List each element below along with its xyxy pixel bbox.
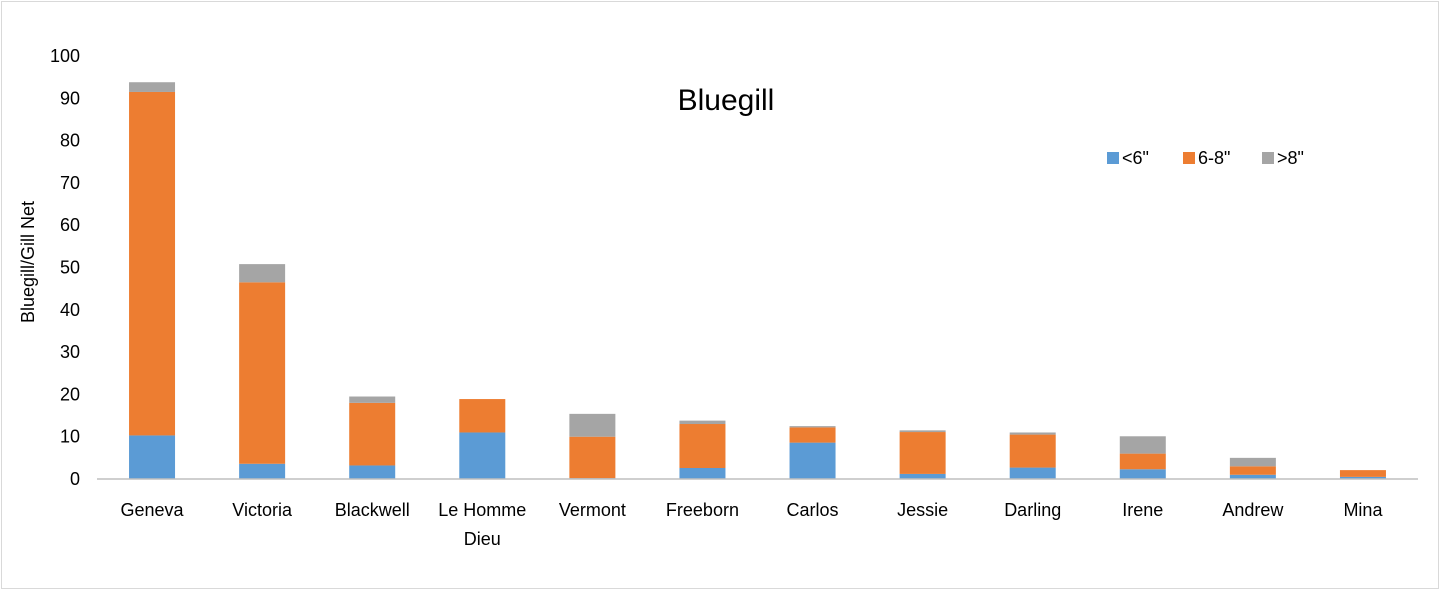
x-tick-label: Jessie <box>897 500 948 520</box>
y-tick-label: 40 <box>60 300 80 320</box>
bar-segment <box>1229 466 1276 475</box>
x-tick-label: Irene <box>1122 500 1163 520</box>
bar-segment <box>899 430 946 433</box>
bar-segment <box>569 413 616 437</box>
y-tick-label: 30 <box>60 342 80 362</box>
x-tick-label: Vermont <box>559 500 626 520</box>
bar-segment <box>1339 476 1386 479</box>
y-tick-label: 90 <box>60 88 80 108</box>
x-tick-label: Victoria <box>232 500 293 520</box>
legend-swatch <box>1183 152 1195 164</box>
bar-segment <box>129 91 176 436</box>
bar-segment <box>459 432 506 479</box>
x-tick-label: Andrew <box>1222 500 1284 520</box>
bar-segment <box>789 427 836 443</box>
legend-swatch <box>1107 152 1119 164</box>
bar-segment <box>239 264 286 283</box>
bar-segment <box>1119 436 1166 454</box>
bar-segment <box>129 435 176 479</box>
bar-segment <box>239 463 286 479</box>
bar-segment <box>679 420 726 425</box>
y-axis-title: Bluegill/Gill Net <box>18 201 38 323</box>
bar-segment <box>1229 474 1276 479</box>
legend-swatch <box>1262 152 1274 164</box>
bar-segment <box>1119 469 1166 479</box>
bar-segment <box>789 426 836 428</box>
bar-segment <box>1009 434 1056 468</box>
y-tick-label: 100 <box>50 46 80 66</box>
legend-label: 6-8" <box>1198 148 1230 168</box>
bar-segment <box>569 436 616 479</box>
y-tick-label: 10 <box>60 427 80 447</box>
bar-segment <box>349 465 396 479</box>
bar-segment <box>1009 467 1056 479</box>
x-tick-label: Freeborn <box>666 500 739 520</box>
bar-group <box>129 82 1386 479</box>
x-tick-label: Le Homme Dieu <box>438 500 526 549</box>
legend-label: <6" <box>1122 148 1149 168</box>
y-tick-label: 80 <box>60 131 80 151</box>
chart-title: Bluegill <box>678 84 775 117</box>
bar-segment <box>1229 457 1276 467</box>
bar-segment <box>679 468 726 479</box>
x-tick-label: Geneva <box>121 500 185 520</box>
legend-label: >8" <box>1277 148 1304 168</box>
x-tick-label: Carlos <box>787 500 839 520</box>
y-tick-label: 70 <box>60 173 80 193</box>
bar-segment <box>899 473 946 479</box>
bar-segment <box>349 396 396 403</box>
x-tick-label: Mina <box>1343 500 1383 520</box>
bar-segment <box>1119 453 1166 470</box>
x-tick-label: Darling <box>1004 500 1061 520</box>
y-tick-label: 0 <box>70 469 80 489</box>
y-tick-label: 60 <box>60 215 80 235</box>
bar-segment <box>129 82 176 92</box>
legend: <6" 6-8" >8" <box>1107 148 1304 168</box>
bar-segment <box>1339 470 1386 477</box>
bar-segment <box>459 399 506 433</box>
bar-segment <box>789 442 836 479</box>
bar-segment <box>239 282 286 464</box>
bar-segment <box>1009 432 1056 435</box>
x-tick-label: Blackwell <box>335 500 410 520</box>
y-axis-ticks: 0 10 20 30 40 50 60 70 80 90 100 <box>50 46 80 489</box>
y-tick-label: 20 <box>60 384 80 404</box>
x-axis-labels: Geneva Victoria Blackwell Le Homme Dieu Vermo… <box>121 500 1384 549</box>
bar-segment <box>899 432 946 474</box>
bar-segment <box>349 402 396 466</box>
bar-segment <box>679 424 726 469</box>
y-tick-label: 50 <box>60 258 80 278</box>
